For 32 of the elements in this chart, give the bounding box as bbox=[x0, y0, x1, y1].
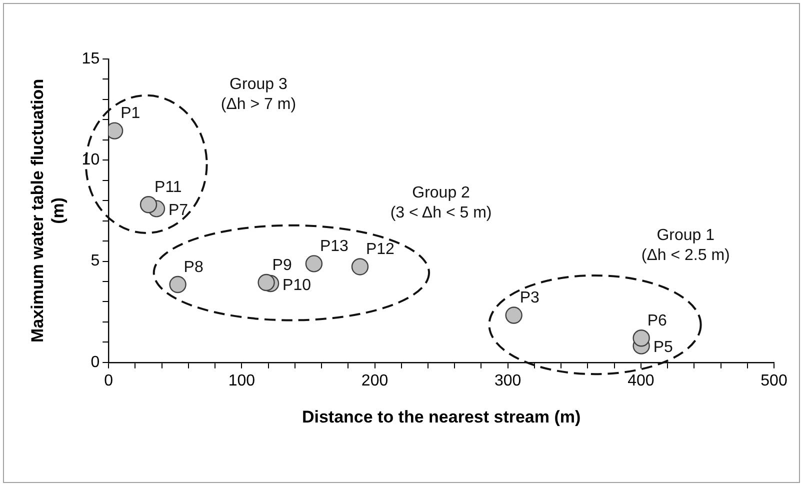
y-tick-label: 0 bbox=[90, 354, 100, 371]
y-tick-label: 15 bbox=[82, 50, 100, 68]
annotation: P3 bbox=[520, 290, 540, 307]
point bbox=[140, 196, 158, 214]
x-tick-label: 500 bbox=[760, 372, 788, 390]
x-tick-label: 300 bbox=[494, 372, 522, 390]
point bbox=[632, 330, 650, 347]
annotation: P11 bbox=[154, 179, 182, 196]
point bbox=[305, 255, 323, 272]
y-tick-label: 5 bbox=[90, 252, 100, 270]
annotation: P13 bbox=[320, 238, 349, 256]
annotation: Group 3 (Δh > 7 m) bbox=[220, 76, 296, 113]
annotation: P9 bbox=[272, 256, 292, 274]
point bbox=[505, 306, 522, 324]
x-tick-label: 100 bbox=[228, 372, 256, 390]
point bbox=[169, 276, 186, 294]
point bbox=[351, 258, 369, 276]
annotation: P1 bbox=[120, 105, 140, 122]
annotation: P12 bbox=[366, 241, 395, 258]
annotation: Group 1 (Δh < 2.5 m) bbox=[641, 227, 730, 264]
x-tick-label: 400 bbox=[628, 372, 654, 390]
annotation: P7 bbox=[168, 202, 188, 220]
x-tick-label: 0 bbox=[104, 372, 114, 390]
annotation: P6 bbox=[647, 312, 667, 330]
annotation: P10 bbox=[282, 276, 312, 294]
x-tick-label: 200 bbox=[361, 372, 388, 390]
annotation: P5 bbox=[653, 339, 673, 356]
y-axis-title: Maximum water table fluctuation (m) bbox=[28, 78, 68, 342]
point bbox=[258, 274, 275, 292]
annotation: Group 2 (3 < Δh < 5 m) bbox=[390, 184, 492, 222]
x-axis-title: Distance to the nearest stream (m) bbox=[302, 407, 581, 426]
annotation: P8 bbox=[184, 258, 204, 276]
